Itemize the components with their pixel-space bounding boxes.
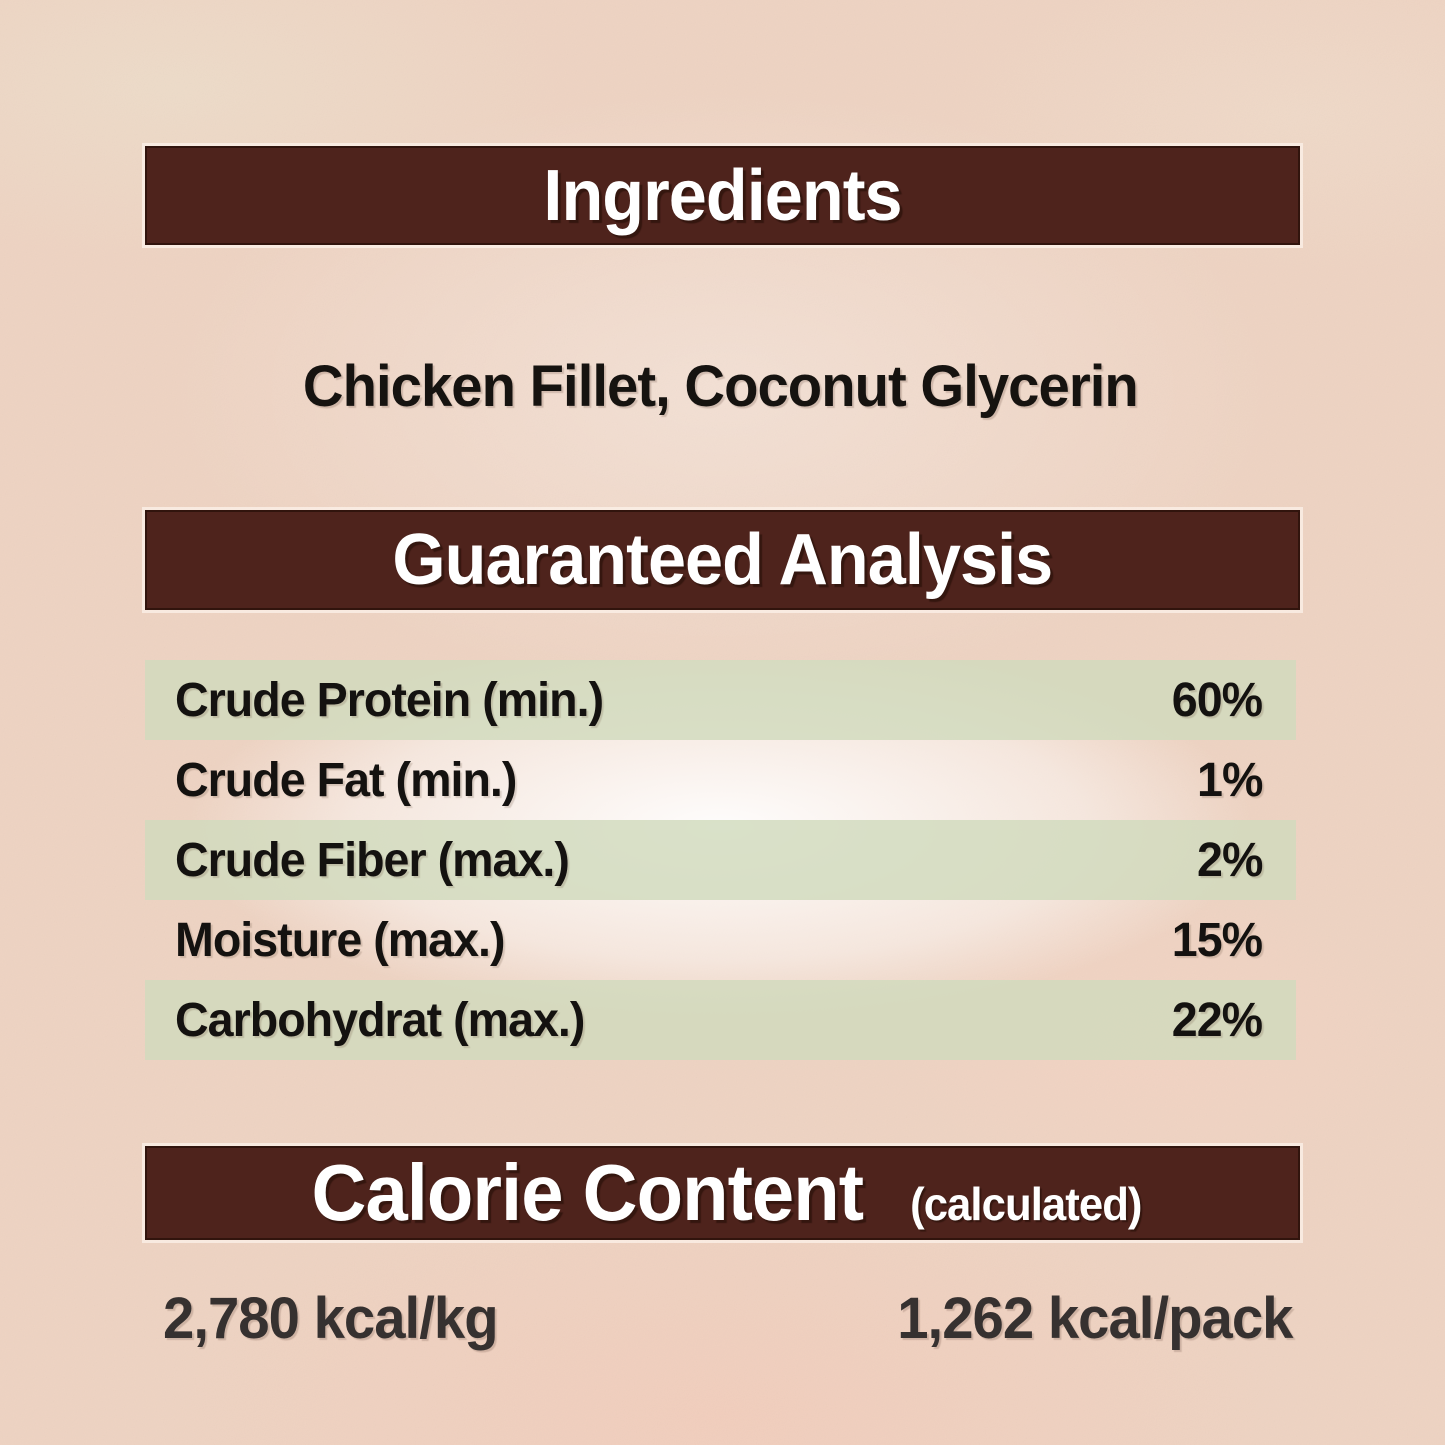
calorie-content-title: Calorie Content xyxy=(311,1148,865,1237)
nutrient-label: Moisture (max.) xyxy=(175,913,506,967)
ingredients-content-line: Chicken Fillet, Coconut Glycerin xyxy=(145,346,1296,426)
table-row: Crude Protein (min.) 60% xyxy=(145,660,1296,740)
calorie-content-header-bar: Calorie Content (calculated) xyxy=(145,1146,1300,1240)
nutrient-value: 2% xyxy=(1196,833,1263,887)
nutrient-label: Carbohydrat (max.) xyxy=(175,993,585,1047)
table-row: Crude Fiber (max.) 2% xyxy=(145,820,1296,900)
nutrient-value: 15% xyxy=(1171,913,1263,967)
nutrient-label: Crude Fiber (max.) xyxy=(175,833,570,887)
calorie-content-title-group: Calorie Content (calculated) xyxy=(297,1147,1147,1239)
calorie-values-line: 2,780 kcal/kg 1,262 kcal/pack xyxy=(145,1278,1296,1358)
ingredients-header-bar: Ingredients xyxy=(145,146,1300,245)
calorie-content-subtitle: (calculated) xyxy=(910,1178,1142,1230)
table-row: Moisture (max.) 15% xyxy=(145,900,1296,980)
nutrient-label: Crude Fat (min.) xyxy=(175,753,517,807)
table-row: Crude Fat (min.) 1% xyxy=(145,740,1296,820)
nutrient-value: 1% xyxy=(1196,753,1263,807)
calories-per-kg: 2,780 kcal/kg xyxy=(163,1285,499,1351)
ingredients-title: Ingredients xyxy=(543,155,902,236)
ingredients-list-text: Chicken Fillet, Coconut Glycerin xyxy=(303,353,1139,419)
guaranteed-analysis-header-bar: Guaranteed Analysis xyxy=(145,510,1300,610)
calories-per-pack: 1,262 kcal/pack xyxy=(896,1285,1293,1351)
guaranteed-analysis-title: Guaranteed Analysis xyxy=(392,520,1054,600)
table-row: Carbohydrat (max.) 22% xyxy=(145,980,1296,1060)
nutrient-label: Crude Protein (min.) xyxy=(175,673,604,727)
guaranteed-analysis-table: Crude Protein (min.) 60% Crude Fat (min.… xyxy=(145,660,1296,1060)
nutrient-value: 22% xyxy=(1171,993,1263,1047)
nutrient-value: 60% xyxy=(1171,673,1263,727)
